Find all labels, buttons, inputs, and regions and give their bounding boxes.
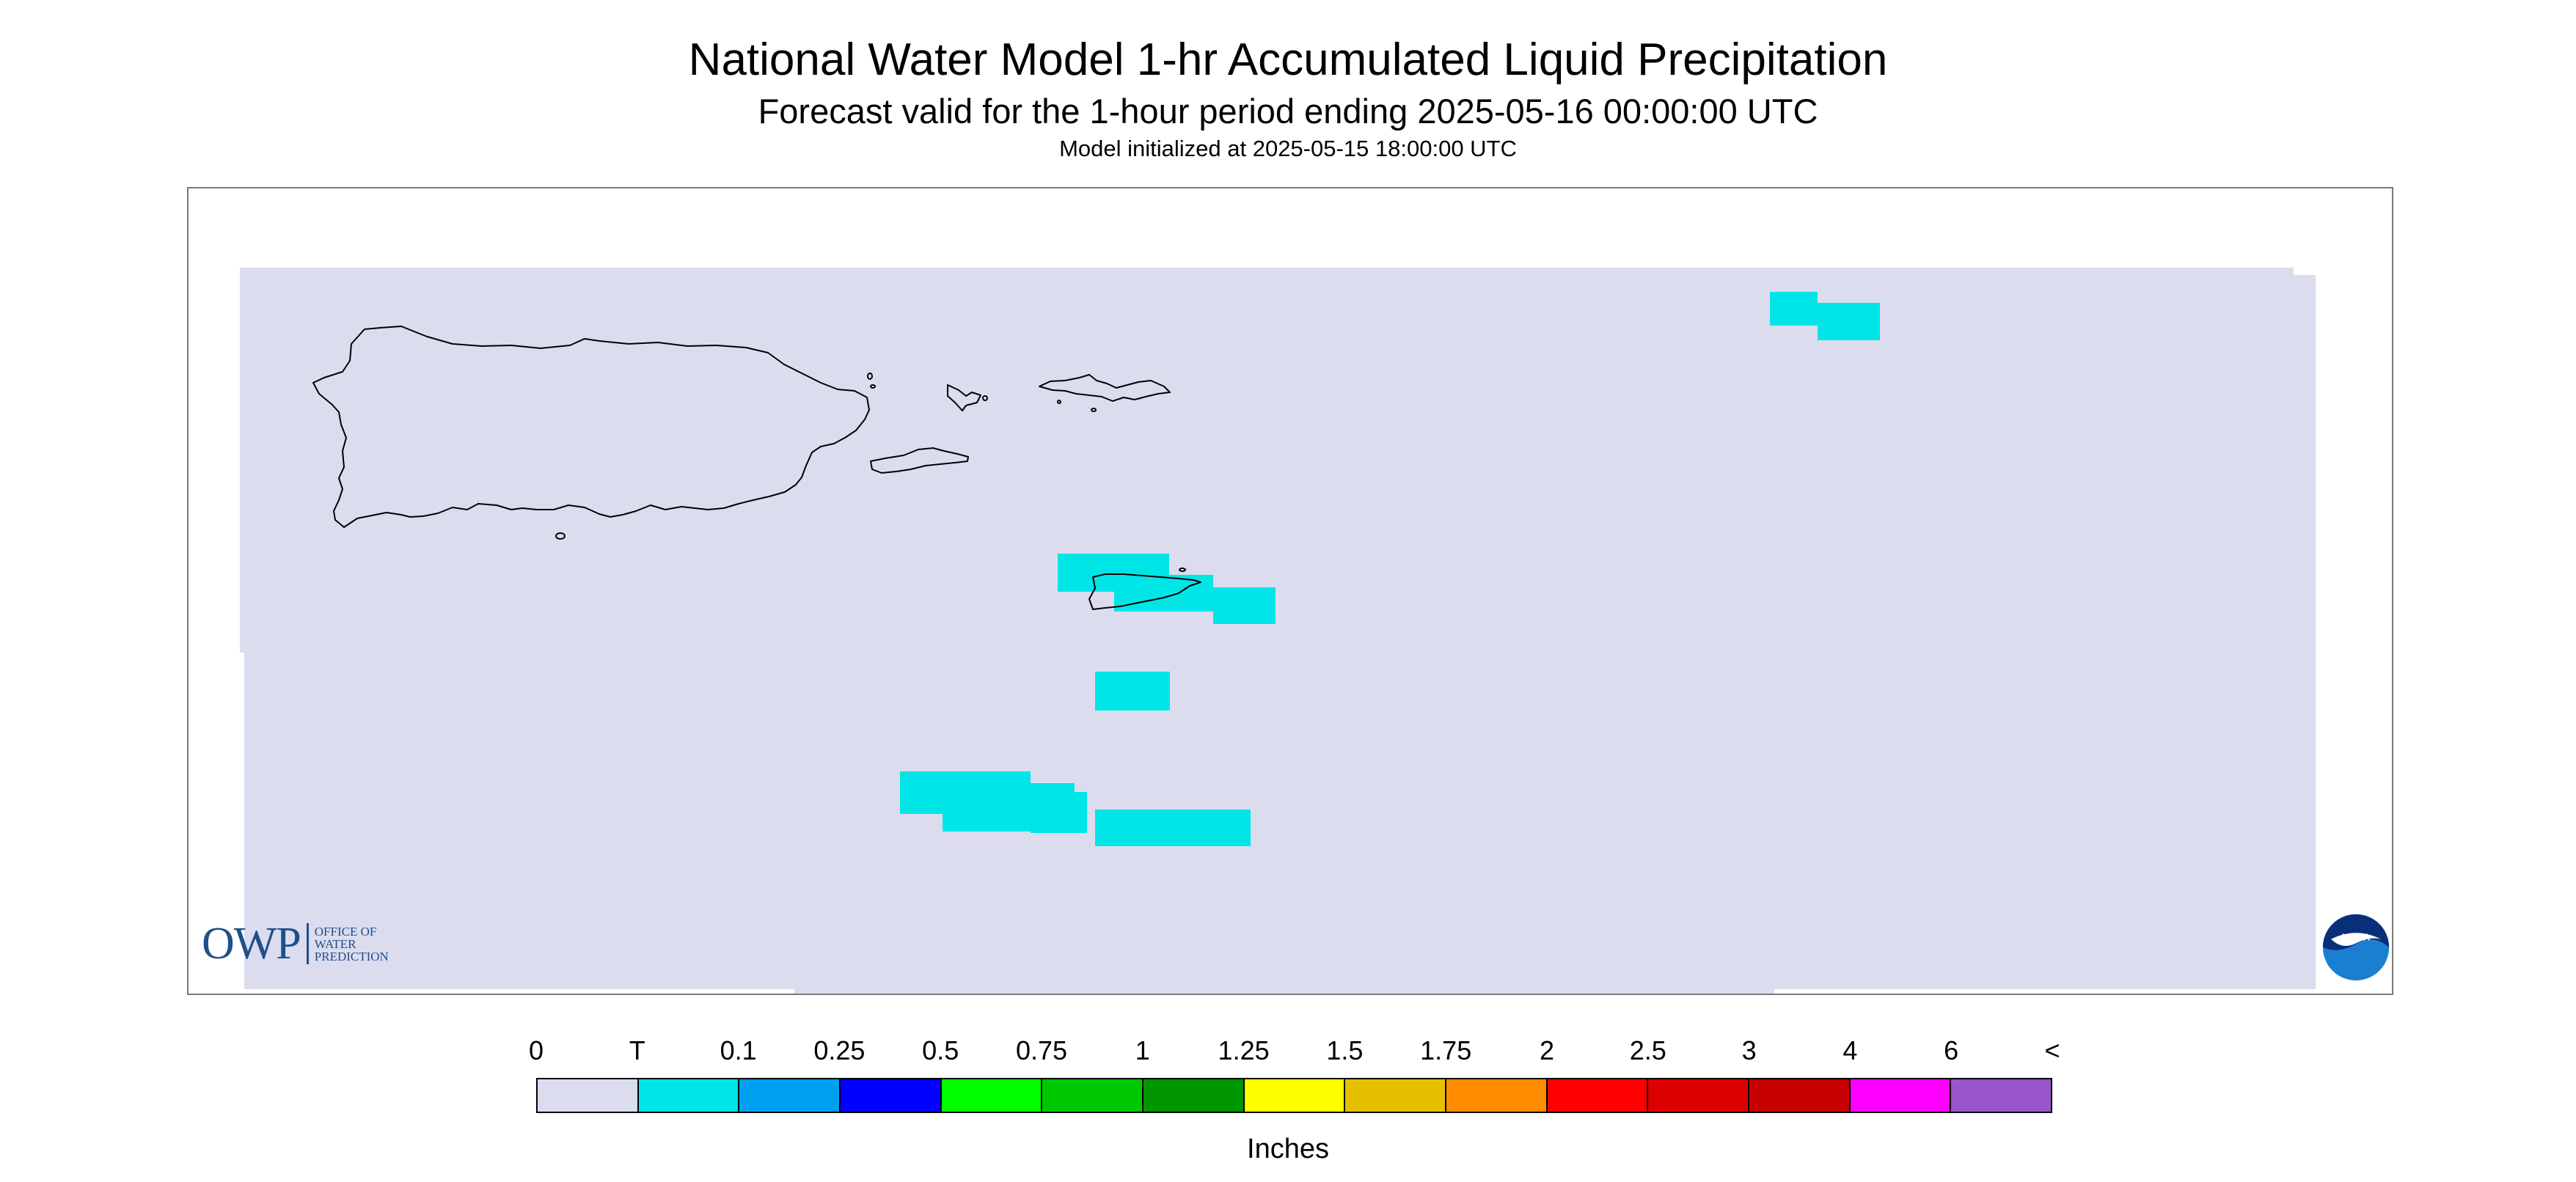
islet-outline <box>870 384 876 389</box>
legend-swatch <box>1749 1079 1851 1112</box>
st-croix-outline <box>1088 573 1201 610</box>
islet-outline <box>982 395 988 401</box>
legend-label: T <box>629 1035 645 1065</box>
puerto-rico-outline <box>312 326 870 528</box>
legend-label: 4 <box>1843 1035 1858 1065</box>
legend-swatch <box>1345 1079 1447 1112</box>
precip-cell <box>1213 587 1276 624</box>
legend-swatch <box>841 1079 942 1112</box>
precip-legend-colorbar <box>536 1078 2052 1113</box>
legend-swatch <box>1244 1079 1346 1112</box>
legend-swatch <box>1648 1079 1750 1112</box>
domain-area <box>2242 275 2316 656</box>
noaa-logo-text: NOAA <box>2342 932 2371 943</box>
legend-label: 6 <box>1944 1035 1959 1065</box>
legend-swatch <box>1042 1079 1144 1112</box>
map-panel: OWP OFFICE OF WATER PREDICTION NOAA <box>187 187 2393 995</box>
legend-swatch <box>1547 1079 1649 1112</box>
legend-label: 2.5 <box>1629 1035 1666 1065</box>
owp-subtitle-line: OFFICE OF <box>314 924 377 939</box>
legend-label: 1 <box>1135 1035 1150 1065</box>
owp-subtitle-line: PREDICTION <box>314 949 389 963</box>
map-subtitle: Forecast valid for the 1-hour period end… <box>758 92 1818 131</box>
precip-cell <box>1114 575 1213 612</box>
precip-cell <box>1770 292 1818 326</box>
legend-swatch <box>1850 1079 1952 1112</box>
legend-swatch <box>941 1079 1043 1112</box>
legend-label: 1.25 <box>1218 1035 1270 1065</box>
legend-label: 1.5 <box>1326 1035 1364 1065</box>
domain-area <box>794 989 1774 994</box>
domain-area <box>244 652 2316 994</box>
legend-label: 1.75 <box>1420 1035 1472 1065</box>
legend-swatch <box>1951 1079 2052 1112</box>
legend-label: 0.75 <box>1015 1035 1068 1065</box>
owp-subtitle-line: WATER <box>314 936 356 951</box>
precipitation-map <box>189 268 2392 994</box>
legend-swatch <box>538 1079 639 1112</box>
legend-swatch <box>1144 1079 1245 1112</box>
vieques-outline <box>870 447 969 474</box>
owp-logo-subtitle: OFFICE OF WATER PREDICTION <box>315 925 389 963</box>
map-title: National Water Model 1-hr Accumulated Li… <box>688 34 1888 85</box>
precip-cell <box>1095 810 1251 846</box>
legend-label: 2 <box>1539 1035 1555 1065</box>
legend-label: 3 <box>1741 1035 1757 1065</box>
islet-outline <box>555 532 566 540</box>
owp-logo: OWP OFFICE OF WATER PREDICTION <box>202 919 389 969</box>
legend-swatch <box>638 1079 740 1112</box>
legend-label: < <box>2044 1035 2060 1065</box>
islet-outline <box>867 372 873 380</box>
precip-cell <box>1031 792 1087 833</box>
legend-label: 0.25 <box>813 1035 866 1065</box>
islet-outline <box>1057 400 1061 404</box>
st-thomas-st-john-outline <box>1039 374 1171 402</box>
legend-swatch <box>1446 1079 1548 1112</box>
legend-label: 0.5 <box>922 1035 959 1065</box>
noaa-logo: NOAA <box>2322 914 2390 981</box>
legend-units: Inches <box>1247 1134 1329 1164</box>
model-domain <box>189 268 2392 994</box>
coastlines <box>312 326 1201 610</box>
precip-cell <box>1818 303 1880 340</box>
precip-cell <box>1095 672 1170 711</box>
islet-outline <box>1091 408 1097 412</box>
precip-cells-trace <box>900 292 1880 846</box>
owp-logo-divider <box>306 923 309 964</box>
owp-logo-text: OWP <box>202 918 301 969</box>
legend-swatch <box>739 1079 841 1112</box>
islet-outline <box>1179 568 1186 572</box>
model-init-line: Model initialized at 2025-05-15 18:00:00… <box>1059 136 1517 161</box>
culebra-outline <box>947 384 981 411</box>
legend-label: 0.1 <box>720 1035 757 1065</box>
legend-label: 0 <box>528 1035 544 1065</box>
